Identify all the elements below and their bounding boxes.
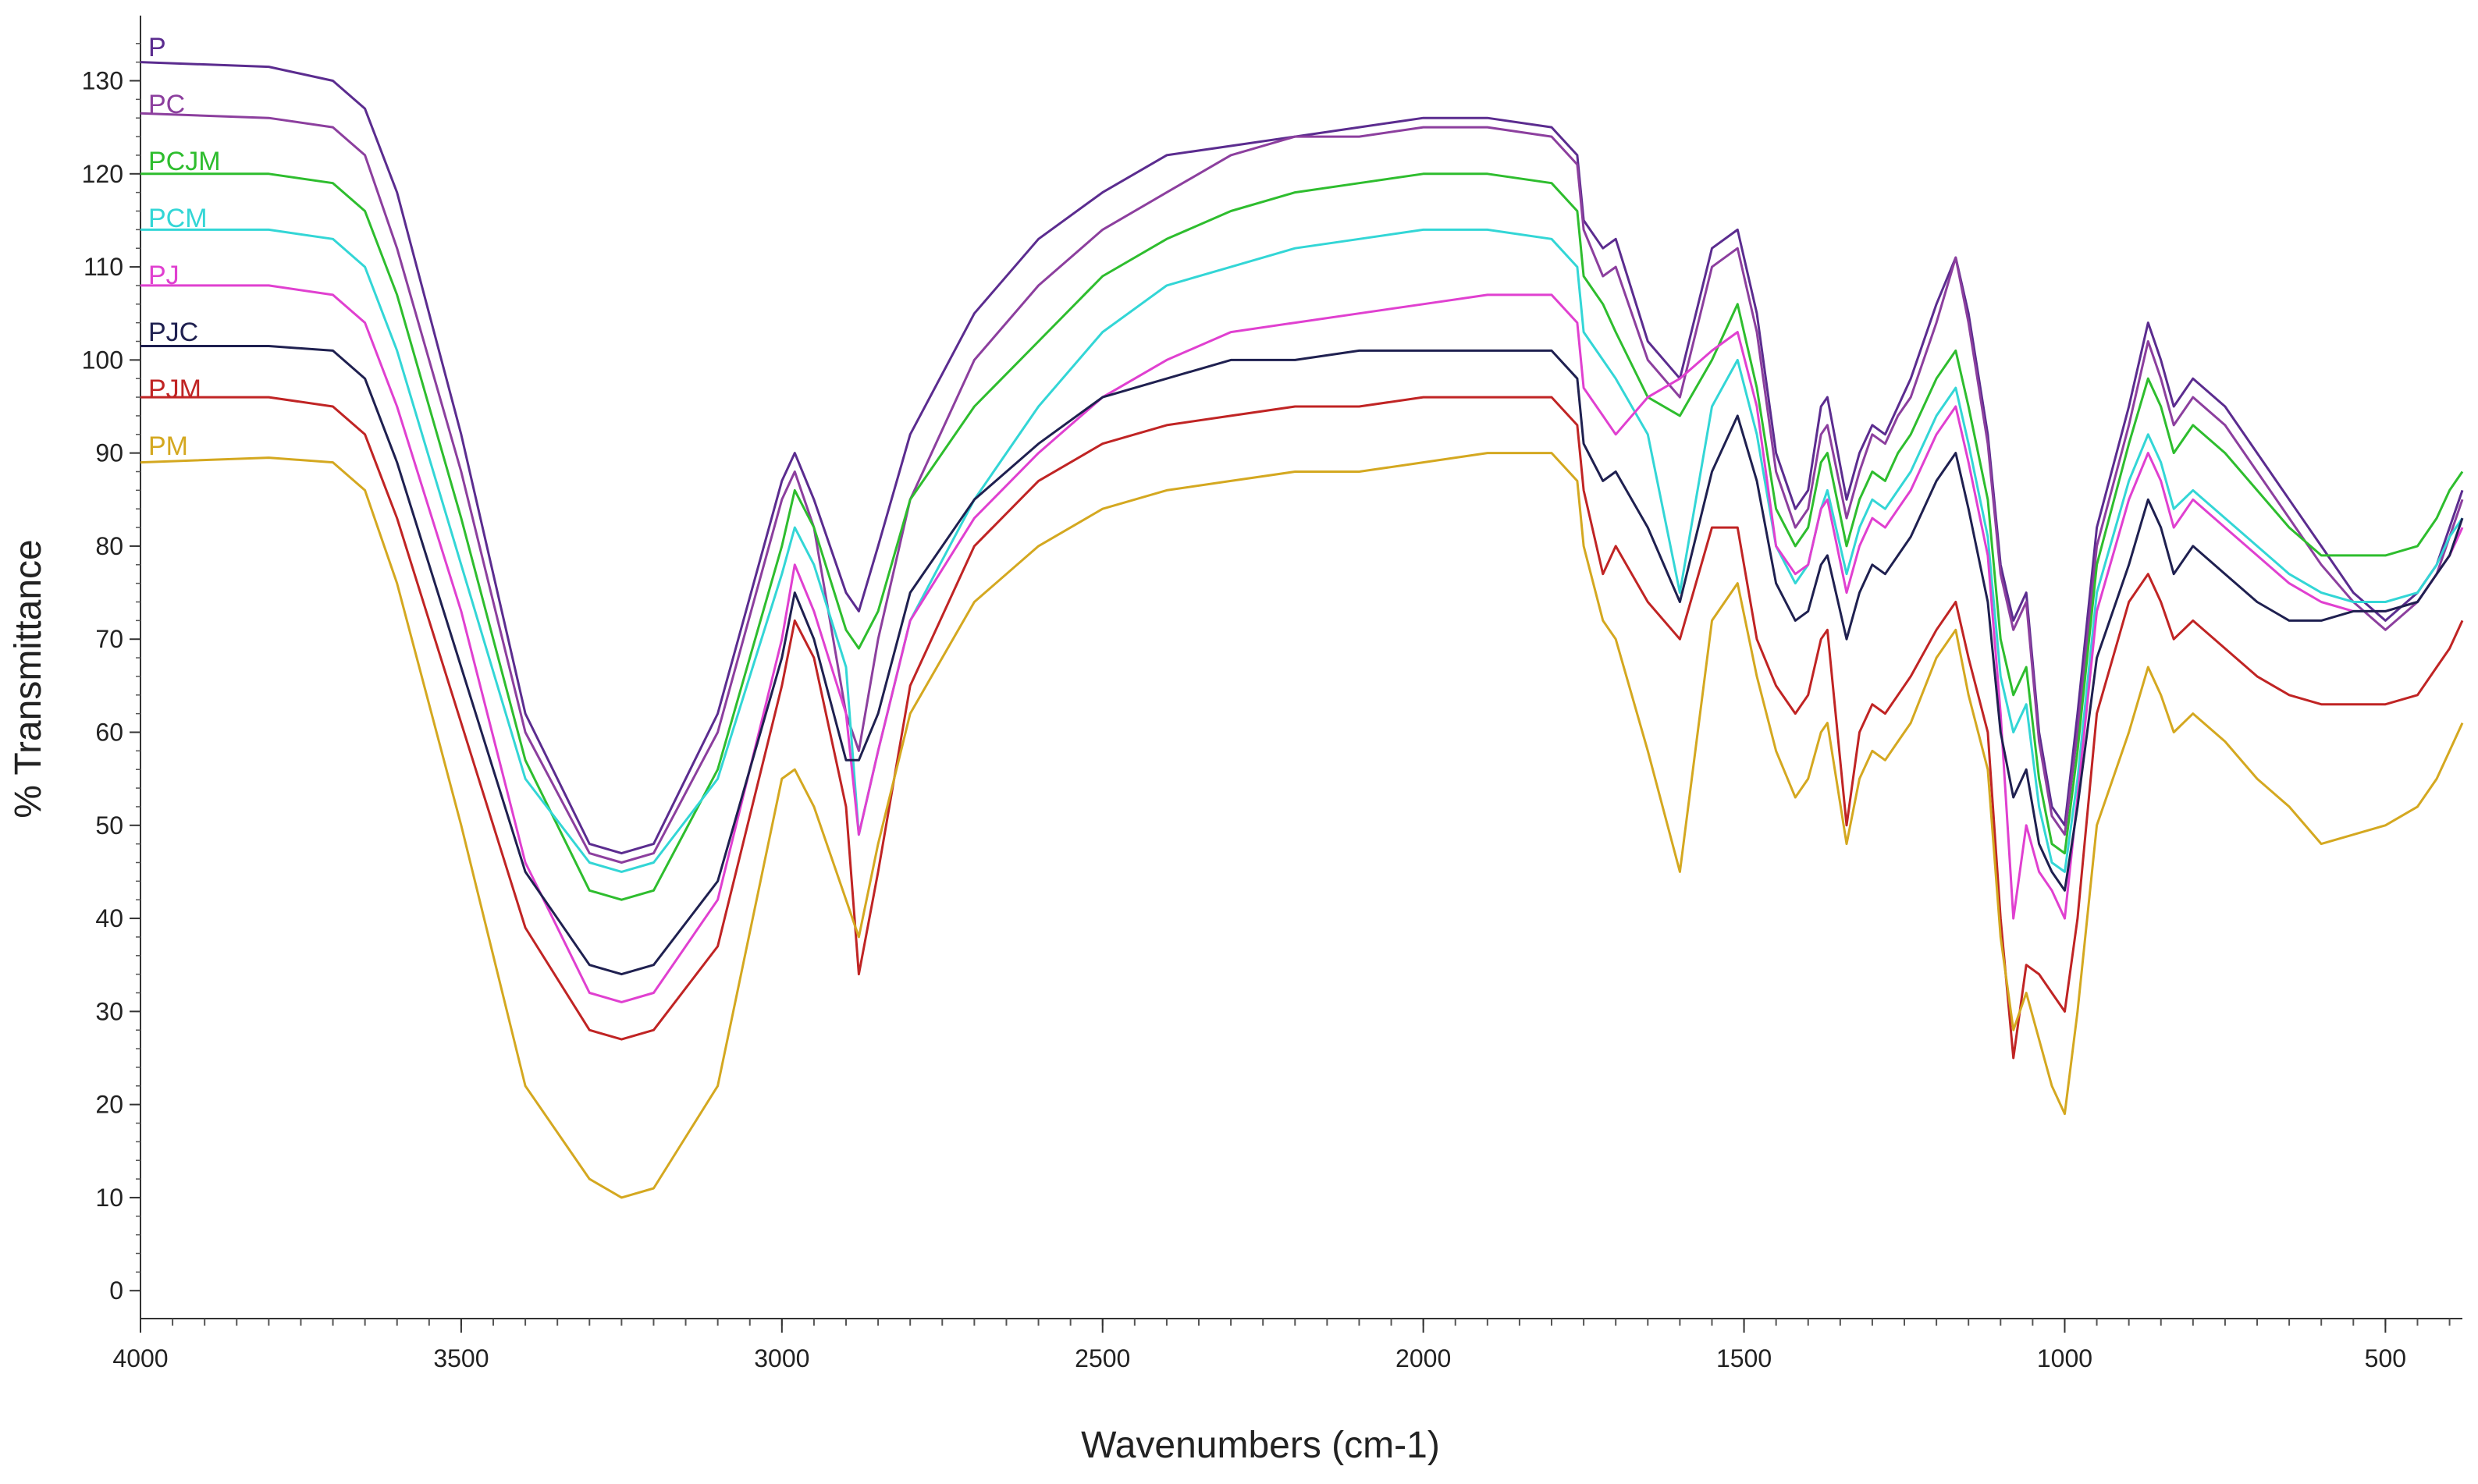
x-axis-title: Wavenumbers (cm-1) [1081, 1425, 1440, 1466]
legend-entry-pj: PJ [148, 261, 180, 290]
x-tick-label: 2500 [1075, 1344, 1130, 1372]
plot-frame [140, 16, 2462, 1319]
y-tick-label: 10 [95, 1184, 123, 1212]
legend-entry-pjc: PJC [148, 318, 198, 347]
minor-ticks [136, 43, 2451, 1326]
series-line-pm [140, 452, 2464, 1199]
legend-entry-p: P [148, 33, 166, 62]
y-tick-label: 90 [95, 439, 123, 467]
legend-entry-pcjm: PCJM [148, 147, 221, 176]
series-line-pc [140, 112, 2464, 864]
y-tick-label: 60 [95, 719, 123, 747]
y-tick-label: 0 [109, 1276, 123, 1305]
series-lines [140, 61, 2464, 1199]
x-ticks: 4000 3500 3000 2500 2000 1500 1000 500 [112, 1319, 2406, 1372]
x-tick-label: 4000 [112, 1344, 168, 1372]
legend-entry-pm: PM [148, 431, 188, 461]
series-line-pj [140, 284, 2464, 1003]
y-tick-label: 40 [95, 904, 123, 932]
legend: P PC PCJM PCM PJ PJC PJM PM [148, 33, 221, 461]
legend-entry-pc: PC [148, 90, 185, 119]
y-tick-label: 120 [82, 160, 123, 188]
y-tick-label: 100 [82, 346, 123, 374]
y-tick-label: 130 [82, 67, 123, 95]
x-tick-label: 1000 [2037, 1344, 2092, 1372]
series-line-pjm [140, 396, 2464, 1060]
y-tick-label: 30 [95, 997, 123, 1025]
y-tick-label: 110 [84, 253, 123, 281]
x-tick-label: 2000 [1395, 1344, 1451, 1372]
x-tick-label: 3000 [754, 1344, 809, 1372]
series-line-pcjm [140, 172, 2464, 901]
legend-entry-pcm: PCM [148, 204, 208, 233]
legend-entry-pjm: PJM [148, 375, 201, 404]
series-line-pjc [140, 345, 2464, 976]
y-ticks: 0 10 20 30 40 50 60 70 80 90 100 110 120 130 [82, 67, 140, 1305]
y-axis-title: % Transmittance [8, 539, 49, 818]
y-tick-label: 50 [95, 811, 123, 840]
y-tick-label: 70 [95, 625, 123, 653]
x-tick-label: 3500 [433, 1344, 489, 1372]
y-tick-label: 20 [95, 1091, 123, 1119]
series-line-p [140, 61, 2464, 855]
x-tick-label: 1500 [1716, 1344, 1772, 1372]
y-tick-label: 80 [95, 532, 123, 560]
x-tick-label: 500 [2365, 1344, 2406, 1372]
